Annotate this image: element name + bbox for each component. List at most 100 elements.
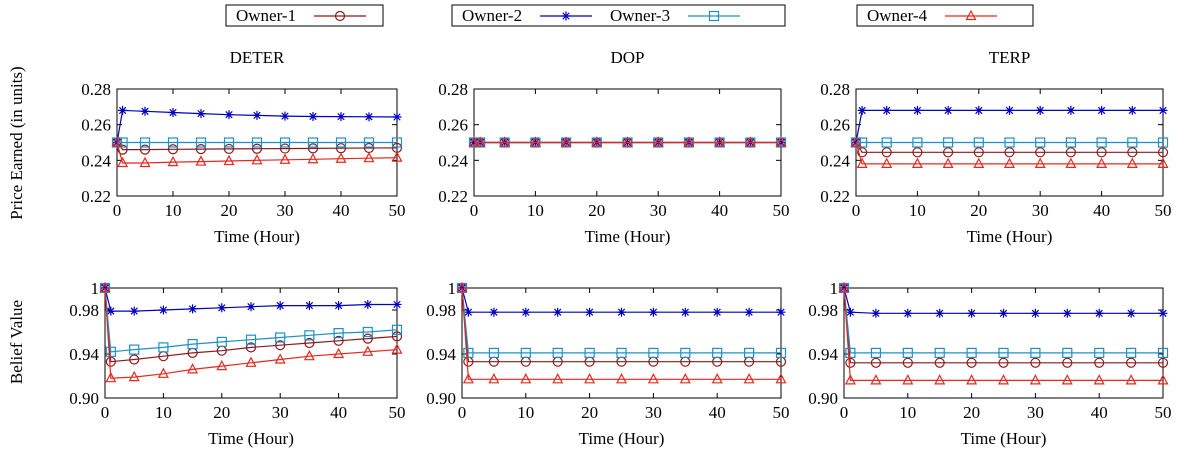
series-line <box>104 287 398 363</box>
data-point <box>245 342 257 353</box>
data-point <box>245 334 257 345</box>
data-point <box>902 357 913 368</box>
data-point <box>363 300 373 309</box>
x-tick-label: 10 <box>165 201 182 220</box>
data-point <box>1157 347 1169 358</box>
data-point <box>943 105 953 115</box>
x-tick-label: 0 <box>458 403 467 422</box>
data-point <box>616 373 627 384</box>
series-owner-4 <box>456 281 787 384</box>
data-point <box>1035 105 1045 115</box>
legend-label: Owner-4 <box>867 6 928 25</box>
x-axis-label: Time (Hour) <box>967 227 1053 246</box>
data-point <box>999 308 1008 318</box>
data-point <box>1126 308 1136 318</box>
data-point <box>187 363 199 374</box>
series-owner-4 <box>99 281 403 383</box>
data-point <box>139 144 151 155</box>
data-point <box>167 144 179 155</box>
y-tick-label: 0.90 <box>426 389 456 408</box>
data-point <box>1096 137 1107 148</box>
data-point <box>967 308 977 318</box>
series-owner-3 <box>111 137 403 148</box>
legend-label: Owner-1 <box>236 6 296 25</box>
data-point <box>117 156 129 168</box>
series-owner-4 <box>468 136 787 147</box>
data-point <box>158 305 168 315</box>
y-tick-label: 0.28 <box>438 80 468 99</box>
data-point <box>712 307 722 317</box>
plot-frame <box>461 287 782 399</box>
series-owner-3 <box>456 282 787 358</box>
series-owner-1 <box>838 282 1169 368</box>
data-point <box>363 137 375 148</box>
data-point <box>129 354 140 365</box>
series-owner-2 <box>839 283 1168 318</box>
x-tick-label: 10 <box>527 201 544 220</box>
x-tick-label: 40 <box>1091 403 1108 422</box>
legend-item-owner-4: Owner-4 <box>867 6 997 25</box>
data-point <box>139 156 151 168</box>
data-point <box>362 326 373 338</box>
data-point <box>1061 374 1073 385</box>
y-tick-label: 0.22 <box>820 187 850 206</box>
y-tick-label: 0.90 <box>808 389 838 408</box>
data-point <box>881 147 892 158</box>
data-point <box>1097 105 1107 115</box>
data-point <box>881 157 893 168</box>
legend-item-owner-3: Owner-3 <box>610 6 740 25</box>
data-point <box>188 304 198 314</box>
series-line <box>116 142 398 151</box>
data-point <box>275 301 285 311</box>
data-point <box>158 342 169 353</box>
series-owner-2 <box>112 105 402 147</box>
data-point <box>934 374 946 385</box>
y-tick-label: 0.94 <box>808 345 838 364</box>
data-point <box>251 154 263 165</box>
series-line <box>843 287 1163 381</box>
data-point <box>966 347 977 358</box>
data-point <box>870 374 882 385</box>
data-point <box>463 307 473 317</box>
data-point <box>998 357 1009 368</box>
legend-marker <box>334 10 346 22</box>
row-label-price: Price Earned (in units) <box>7 66 26 219</box>
data-point <box>1030 347 1041 358</box>
y-tick-label: 0.28 <box>820 80 850 99</box>
plot-frame <box>104 287 398 399</box>
data-point <box>335 152 347 163</box>
x-axis-label: Time (Hour) <box>585 227 671 246</box>
data-point <box>223 137 235 148</box>
x-tick-label: 30 <box>650 201 667 220</box>
data-point <box>1094 357 1105 368</box>
data-point <box>683 136 695 147</box>
data-point <box>117 137 128 148</box>
y-tick-label: 0.28 <box>81 80 111 99</box>
series-owner-4 <box>850 136 1169 168</box>
data-point <box>775 136 787 147</box>
data-point <box>335 137 347 148</box>
data-point <box>117 144 128 155</box>
data-point <box>157 367 169 378</box>
data-point <box>622 136 633 147</box>
legend: Owner-1 Owner-2 Owner-3 Owner-4 <box>225 4 1034 27</box>
data-point <box>140 106 150 116</box>
data-point <box>1125 347 1137 358</box>
data-point <box>363 151 375 163</box>
data-point <box>333 328 344 339</box>
data-point <box>585 307 595 317</box>
data-point <box>1093 374 1105 385</box>
data-point <box>870 357 882 368</box>
data-point <box>308 111 318 121</box>
data-point <box>391 324 403 335</box>
data-point <box>391 151 403 162</box>
data-point <box>304 330 315 341</box>
data-point <box>499 136 511 147</box>
data-point <box>744 136 756 147</box>
data-point <box>1158 105 1168 115</box>
legend-label: Owner-3 <box>610 6 670 25</box>
data-point <box>584 373 596 384</box>
data-point <box>217 303 227 313</box>
legend-marker <box>561 11 571 21</box>
data-point <box>462 373 474 384</box>
